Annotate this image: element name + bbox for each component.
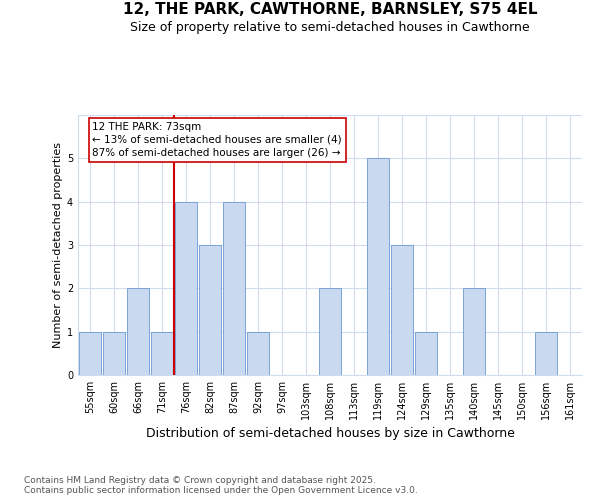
Text: Size of property relative to semi-detached houses in Cawthorne: Size of property relative to semi-detach… [130,21,530,34]
Bar [79,332,101,375]
Text: 12 THE PARK: 73sqm
← 13% of semi-detached houses are smaller (4)
87% of semi-det: 12 THE PARK: 73sqm ← 13% of semi-detache… [92,122,342,158]
Text: 12, THE PARK, CAWTHORNE, BARNSLEY, S75 4EL: 12, THE PARK, CAWTHORNE, BARNSLEY, S75 4… [123,2,537,18]
Bar [151,332,173,375]
Y-axis label: Number of semi-detached properties: Number of semi-detached properties [53,142,63,348]
Bar [103,332,125,375]
Bar [367,158,389,375]
Text: Contains HM Land Registry data © Crown copyright and database right 2025.
Contai: Contains HM Land Registry data © Crown c… [24,476,418,495]
Bar [175,202,197,375]
Bar [127,288,149,375]
Bar [535,332,557,375]
Bar [247,332,269,375]
Bar [223,202,245,375]
Bar [319,288,341,375]
Bar [391,245,413,375]
Text: Distribution of semi-detached houses by size in Cawthorne: Distribution of semi-detached houses by … [146,428,514,440]
Bar [415,332,437,375]
Bar [199,245,221,375]
Bar [463,288,485,375]
